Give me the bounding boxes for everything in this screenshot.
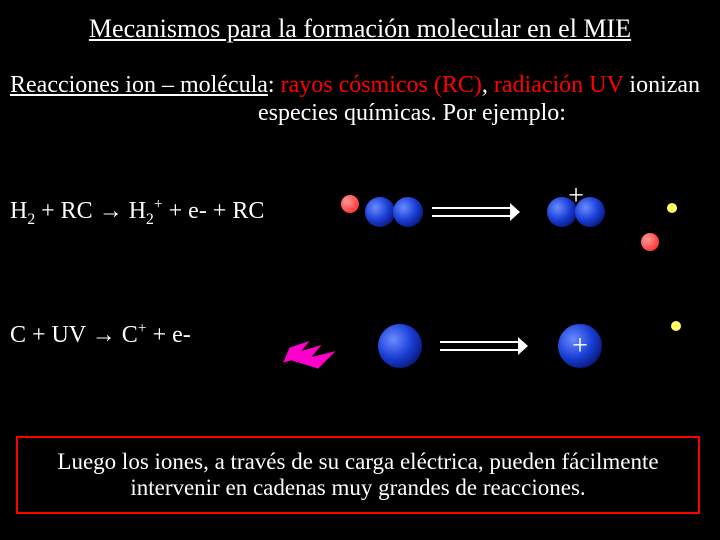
svg-text:+: + <box>568 181 584 212</box>
svg-text:+: + <box>572 331 588 362</box>
reaction-diagram: ++ <box>0 0 720 540</box>
